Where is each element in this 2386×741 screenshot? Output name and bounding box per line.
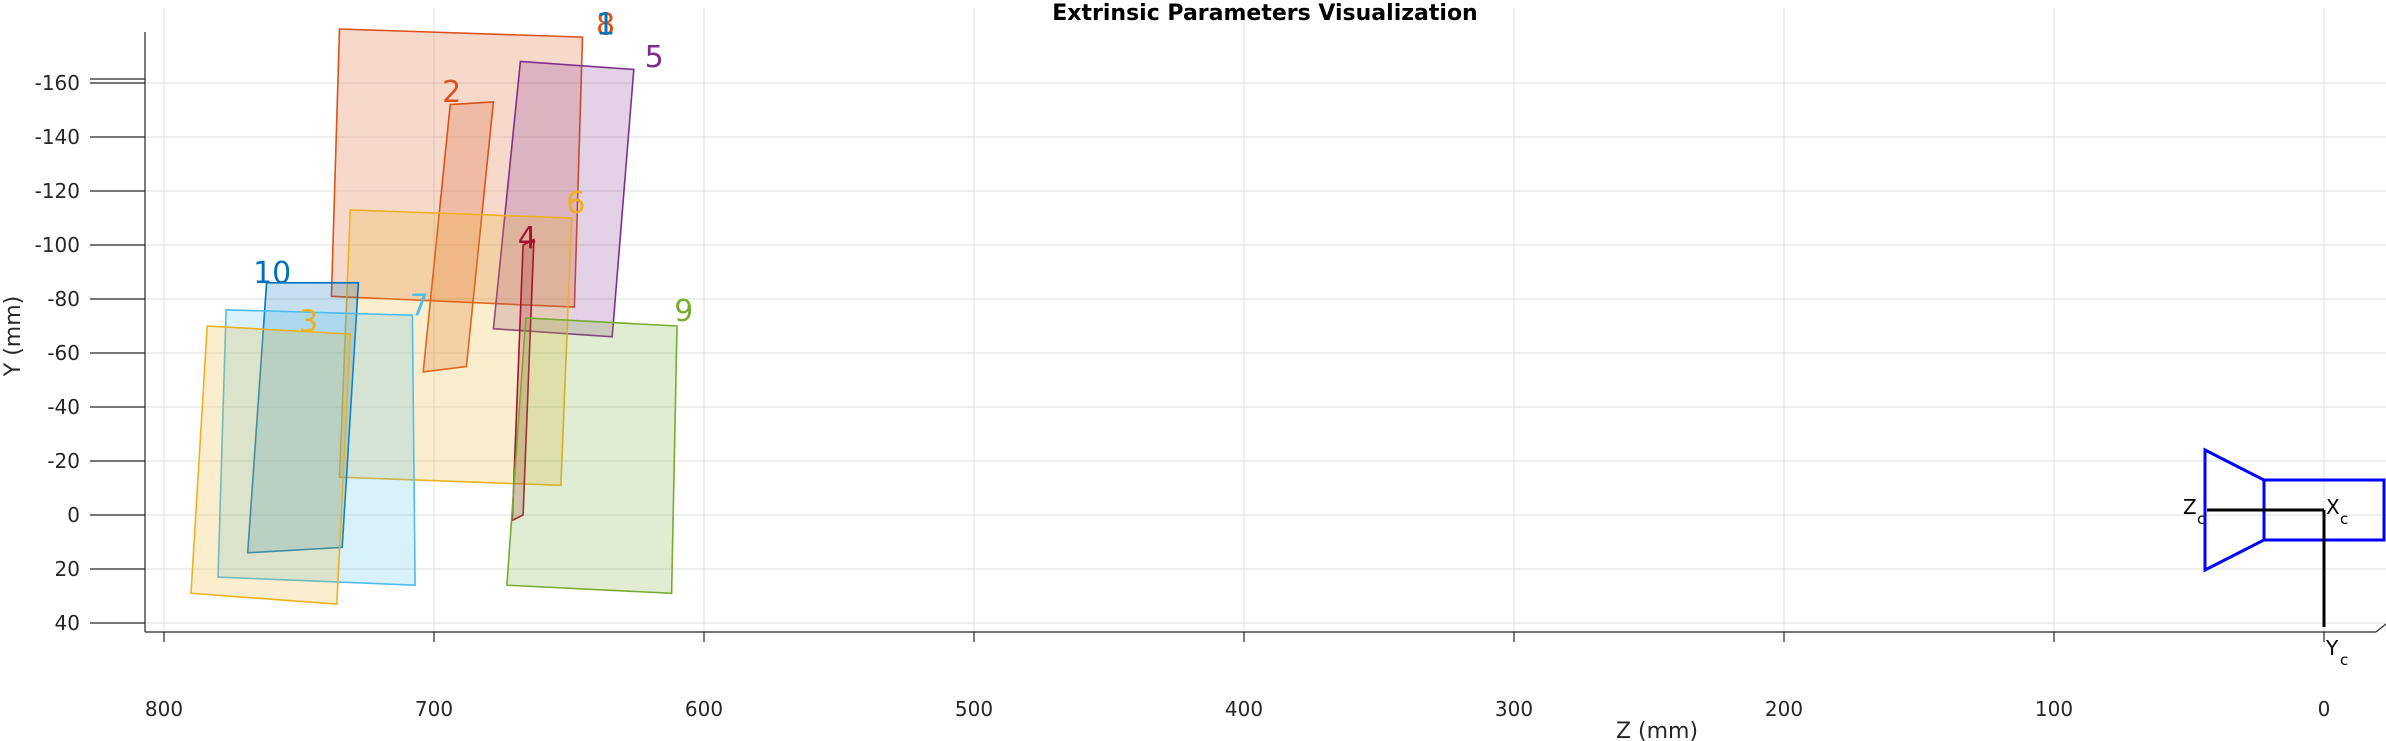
board-2-plane (422, 101, 495, 373)
board-5-plane (492, 60, 635, 338)
camera-y-label-subscript: c (2340, 651, 2348, 669)
board-10-plane (246, 281, 360, 554)
y-tick-label: 20 (55, 557, 80, 581)
x-tick-label: 400 (1225, 697, 1263, 721)
y-tick-label: -120 (35, 179, 80, 203)
x-tick-label: 0 (2318, 697, 2331, 721)
board-5-label: 5 (645, 40, 664, 75)
y-tick-label: 40 (55, 611, 80, 635)
y-tick-label: -20 (47, 449, 80, 473)
calibration-boards: 815 2 64 10 7 3 9 (190, 8, 693, 605)
board-8-plane (330, 28, 584, 308)
y-tick-label: -140 (35, 125, 80, 149)
camera-x-label-subscript: c (2340, 510, 2348, 528)
y-tick-label: 0 (67, 503, 80, 527)
y-tick-label: -80 (47, 287, 80, 311)
board-3-plane (190, 325, 352, 605)
camera-z-label: Z (2183, 495, 2197, 519)
x-tick-label: 200 (1765, 697, 1803, 721)
camera-y-label: Y (2325, 636, 2339, 660)
y-axis-label: Y (mm) (1, 296, 26, 377)
chart-title: Extrinsic Parameters Visualization (1052, 1, 1477, 26)
board-3-label: 3 (299, 305, 318, 340)
x-tick-label: 700 (415, 697, 453, 721)
x-tick-label: 600 (685, 697, 723, 721)
camera-z-label-subscript: c (2197, 510, 2205, 528)
board-4-label: 4 (518, 221, 537, 256)
board-8-label: 8 (596, 8, 615, 43)
depth-axis-stub (2375, 623, 2386, 633)
board-7-label: 7 (410, 288, 429, 323)
x-tick-label: 500 (955, 697, 993, 721)
y-tick-label: -60 (47, 341, 80, 365)
x-tick-label: 300 (1495, 697, 1533, 721)
x-tick-label: 100 (2035, 697, 2073, 721)
board-9-plane (506, 317, 678, 595)
y-tick-label: -100 (35, 233, 80, 257)
board-9-label: 9 (674, 294, 693, 329)
x-tick-label: 800 (145, 697, 183, 721)
grid (145, 8, 2386, 632)
camera-x-label: X (2326, 495, 2340, 519)
board-7-plane (217, 308, 416, 587)
board-10-label: 10 (253, 256, 291, 291)
board-2-label: 2 (442, 75, 461, 110)
x-axis-label: Z (mm) (1616, 719, 1698, 741)
y-tick-label: -160 (35, 71, 80, 95)
axes: 800 700 600 500 400 300 200 100 0-160-140-120-10… (35, 32, 2386, 721)
board-6-label: 6 (566, 186, 585, 221)
board-1-label: 1 (596, 8, 615, 43)
board-4-plane (511, 238, 535, 522)
board-6-plane (338, 209, 573, 487)
y-tick-label: -40 (47, 395, 80, 419)
